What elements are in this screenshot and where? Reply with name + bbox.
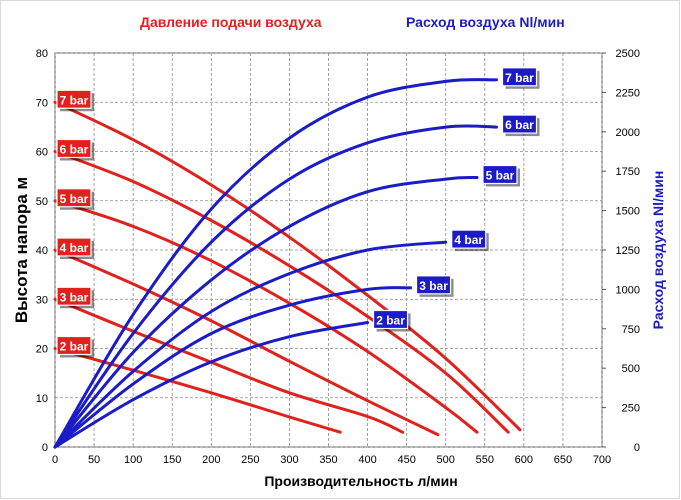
badge-text: 3 bar — [60, 290, 89, 304]
badge-text: 6 bar — [60, 143, 89, 157]
badge-text: 5 bar — [486, 169, 515, 183]
x-tick-label: 350 — [319, 454, 337, 466]
badge-box — [56, 188, 92, 208]
y2-tick-label: 500 — [622, 363, 640, 375]
x-tick-label: 500 — [437, 454, 455, 466]
badge-box — [56, 237, 92, 257]
head-label-4-bar: 4 bar — [56, 237, 94, 259]
y2-tick-label: 1750 — [616, 166, 640, 178]
badge-box — [56, 89, 92, 109]
y2-tick-label: 2250 — [616, 87, 640, 99]
y-tick-label: 0 — [42, 442, 48, 454]
x-tick-label: 300 — [280, 454, 298, 466]
x-tick-label: 250 — [241, 454, 259, 466]
air-label-3-bar: 3 bar — [415, 275, 454, 297]
badge-box — [56, 138, 92, 159]
head-curve-7-bar — [53, 100, 522, 432]
head-curve-3-bar — [53, 297, 405, 434]
badge-box — [482, 164, 518, 185]
badge-box — [56, 286, 92, 306]
y-tick-label: 20 — [36, 344, 48, 356]
air-label-7-bar: 7 bar — [501, 67, 540, 89]
y-tick-label: 80 — [36, 48, 48, 60]
y2-tick-label: 2500 — [616, 48, 640, 60]
y2-tick-label: 1000 — [616, 284, 640, 296]
legend-air-pressure: Давление подачи воздуха — [140, 14, 322, 30]
head-curve-6-bar — [53, 150, 510, 434]
badge-text: 2 bar — [60, 340, 89, 354]
x-tick-label: 0 — [52, 454, 58, 466]
y2-tick-label: 250 — [622, 403, 640, 415]
y2-tick-label: 750 — [622, 324, 640, 336]
y2-tick-label: 2000 — [616, 127, 640, 139]
x-tick-label: 550 — [476, 454, 494, 466]
badge-text: 5 bar — [60, 192, 89, 206]
air-label-2-bar: 2 bar — [372, 309, 411, 332]
air-curve-2-bar — [53, 321, 370, 449]
y2-tick-label: 1250 — [616, 245, 640, 257]
x-tick-label: 50 — [88, 454, 100, 466]
axis-ticks: 0 50 100 150 200 250 300 350 400 450 500 550 600 650 7… — [36, 48, 640, 466]
x-tick-label: 600 — [515, 454, 533, 466]
badge-box — [501, 114, 538, 134]
air-curve-3-bar — [53, 286, 413, 449]
head-label-2-bar: 2 bar — [56, 335, 94, 358]
head-label-7-bar: 7 bar — [56, 89, 94, 112]
badge-box — [501, 67, 538, 87]
x-tick-label: 700 — [593, 454, 611, 466]
legend-air-flow: Расход воздуха Nl/мин — [406, 14, 565, 30]
head-curve-4-bar — [53, 248, 440, 437]
badge-text: 7 bar — [60, 93, 89, 107]
y-tick-label: 60 — [36, 147, 48, 159]
air-curve-5-bar — [53, 176, 479, 449]
head-label-3-bar: 3 bar — [56, 286, 94, 309]
badge-box — [451, 229, 487, 249]
badge-text: 3 bar — [419, 279, 448, 293]
y2-axis-title: Расход воздуха Nl/мин — [650, 171, 666, 330]
head-label-5-bar: 5 bar — [56, 188, 94, 210]
y-axis-title: Высота напора м — [12, 177, 31, 323]
y2-tick-label: 0 — [634, 442, 640, 454]
x-tick-label: 200 — [202, 454, 220, 466]
curve-labels: 2 bar 3 bar 4 bar 5 bar 6 bar 7 bar 2 bar 3 bar… — [56, 67, 540, 358]
badge-box — [56, 335, 92, 356]
air-label-6-bar: 6 bar — [501, 114, 540, 137]
x-axis-title: Производительность л/мин — [264, 473, 457, 489]
x-tick-label: 400 — [358, 454, 376, 466]
air-label-4-bar: 4 bar — [451, 229, 489, 252]
x-tick-label: 450 — [397, 454, 415, 466]
badge-text: 4 bar — [60, 241, 89, 255]
air-curve-4-bar — [53, 240, 448, 449]
x-tick-label: 100 — [124, 454, 142, 466]
y-tick-label: 30 — [36, 294, 48, 306]
air-curve-7-bar — [53, 78, 498, 449]
badge-text: 4 bar — [454, 233, 483, 247]
y-tick-label: 10 — [36, 393, 48, 405]
badge-text: 7 bar — [505, 71, 534, 85]
badge-text: 2 bar — [376, 313, 405, 327]
y-tick-label: 70 — [36, 97, 48, 109]
air-curves — [53, 78, 498, 449]
badge-box — [415, 275, 452, 295]
badge-text: 6 bar — [505, 118, 534, 132]
x-tick-label: 650 — [554, 454, 572, 466]
badge-box — [372, 309, 409, 330]
y2-tick-label: 1500 — [616, 206, 640, 218]
air-label-5-bar: 5 bar — [482, 164, 520, 187]
y-tick-label: 40 — [36, 245, 48, 257]
y-tick-label: 50 — [36, 196, 48, 208]
head-curve-5-bar — [53, 199, 479, 434]
head-label-6-bar: 6 bar — [56, 138, 94, 161]
x-tick-label: 150 — [163, 454, 181, 466]
air-curve-6-bar — [53, 124, 498, 449]
